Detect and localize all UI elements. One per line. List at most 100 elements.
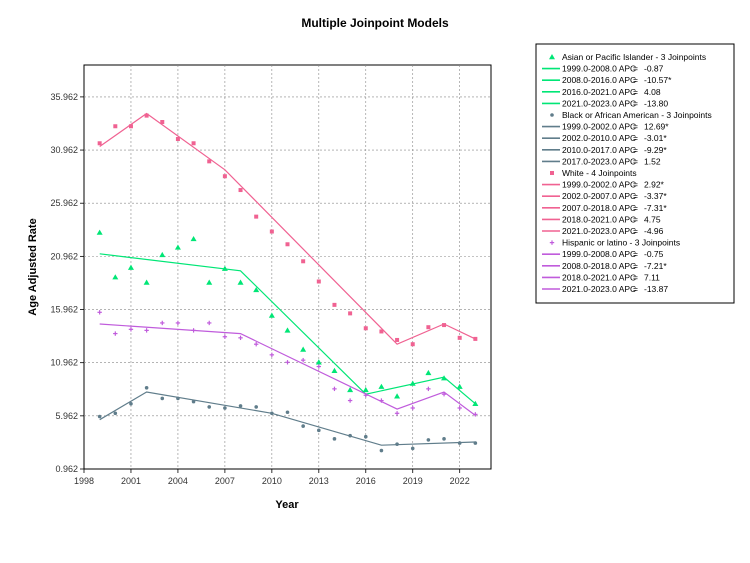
series-2-point: [379, 329, 384, 334]
series-2-point: [175, 137, 180, 142]
legend-apc-value-3-1: -7.21*: [644, 261, 667, 271]
series-0-point: [253, 286, 260, 293]
series-0-point: [331, 367, 338, 373]
series-2-point: [238, 188, 243, 193]
series-0-point: [347, 386, 354, 393]
legend-segment-0-3: 2021.0-2023.0 APC: [562, 98, 636, 108]
legend-apc-eq-3-2: =: [633, 272, 638, 282]
legend-segment-2-0: 1999.0-2002.0 APC: [562, 180, 636, 190]
series-1-point: [348, 433, 352, 438]
series-2-point: [316, 279, 321, 284]
series-2-point: [285, 242, 290, 247]
legend-apc-value-3-3: -13.87: [644, 284, 668, 294]
series-2-point: [395, 337, 400, 342]
series-3-point: [191, 328, 196, 333]
series-3-point: [238, 335, 243, 341]
chart-title: Multiple Joinpoint Models: [301, 16, 449, 30]
series-1-point: [426, 438, 431, 442]
series-2-point: [301, 259, 306, 264]
legend-segment-3-0: 1999.0-2008.0 APC: [562, 249, 636, 259]
series-0-point: [237, 279, 244, 285]
series-3-point: [253, 342, 259, 347]
legend-series-name-2: White - 4 Joinpoints: [562, 168, 637, 178]
legend-apc-value-0-0: -0.87: [644, 64, 664, 74]
legend-segment-3-3: 2021.0-2023.0 APC: [562, 284, 636, 294]
series-3-point: [379, 398, 384, 403]
series-0-point: [143, 279, 150, 285]
y-tick-label: 35.962: [50, 92, 78, 102]
legend-apc-value-0-1: -10.57*: [644, 75, 672, 85]
series-2-point: [363, 326, 368, 331]
series-1-point: [317, 428, 321, 433]
series-3-point: [160, 320, 165, 326]
series-1-point: [285, 410, 290, 415]
legend-segment-3-2: 2018.0-2021.0 APC: [562, 272, 636, 282]
y-tick-label: 10.962: [50, 358, 78, 368]
series-2-point: [222, 174, 227, 179]
series-1-point: [97, 414, 102, 419]
legend-apc-eq-2-3: =: [633, 214, 638, 224]
observed-markers: [96, 113, 479, 453]
legend-apc-value-0-2: 4.08: [644, 87, 661, 97]
legend-apc-value-1-0: 12.69*: [644, 122, 669, 132]
series-1-point: [379, 448, 384, 453]
series-3-point: [269, 352, 275, 358]
series-2-point: [128, 124, 133, 129]
legend-apc-eq-3-0: =: [633, 249, 638, 259]
series-1-point: [457, 441, 462, 445]
legend-apc-eq-1-0: =: [633, 122, 638, 132]
series-3-point: [113, 331, 118, 336]
series-0-point: [190, 235, 197, 242]
series-1-point: [223, 406, 227, 410]
series-2-fitted-line: [99, 112, 476, 345]
series-2-point: [442, 323, 447, 328]
x-tick-label: 2016: [356, 476, 376, 486]
x-tick-label: 2010: [262, 476, 282, 486]
series-1-point: [207, 405, 212, 409]
series-0-point: [174, 244, 181, 250]
axis-ticks: 0.962 5.962 10.962 15.962 20.962 25.962 30.962…: [50, 92, 469, 486]
legend-apc-eq-1-3: =: [633, 156, 638, 166]
series-0-point: [96, 229, 103, 235]
series-2-point: [348, 311, 353, 316]
series-0-point: [472, 400, 479, 406]
series-0-point: [394, 393, 401, 399]
legend-series-name-1: Black or African American - 3 Joinpoints: [562, 110, 712, 120]
series-3-point: [473, 412, 478, 417]
series-3-point: [285, 360, 290, 365]
x-tick-label: 2022: [450, 476, 470, 486]
legend-apc-eq-0-2: =: [633, 87, 638, 97]
series-1-point: [238, 404, 243, 408]
legend-segment-1-3: 2017.0-2023.0 APC: [562, 156, 636, 166]
series-3-point: [441, 391, 447, 397]
legend-apc-value-2-0: 2.92*: [644, 180, 665, 190]
series-2-point: [160, 120, 165, 125]
legend-apc-eq-2-1: =: [633, 191, 638, 201]
series-1-point: [144, 385, 149, 390]
legend-segment-2-4: 2021.0-2023.0 APC: [562, 226, 636, 236]
x-tick-label: 2007: [215, 476, 235, 486]
grid: [84, 65, 491, 469]
series-0-point: [315, 359, 322, 365]
series-0-point: [378, 383, 385, 389]
y-axis-label: Age Adjusted Rate: [27, 218, 39, 315]
legend-apc-value-3-0: -0.75: [644, 249, 664, 259]
legend-marker-3: [549, 240, 555, 245]
legend-apc-eq-1-2: =: [633, 145, 638, 155]
legend-apc-value-1-2: -9.29*: [644, 145, 667, 155]
x-tick-label: 2013: [309, 476, 329, 486]
series-0-point: [112, 274, 119, 280]
series-2-point: [473, 336, 478, 341]
legend-apc-eq-1-1: =: [633, 133, 638, 143]
series-1-point: [363, 434, 368, 439]
x-axis-label: Year: [275, 499, 299, 511]
legend-series-name-0: Asian or Pacific Islander - 3 Joinpoints: [562, 52, 706, 62]
legend-apc-value-1-1: -3.01*: [644, 133, 667, 143]
x-tick-label: 2001: [121, 476, 141, 486]
series-1-point: [129, 401, 133, 406]
legend-apc-value-1-3: 1.52: [644, 156, 661, 166]
series-3-point: [97, 310, 102, 315]
series-0-point: [456, 383, 463, 389]
legend-apc-eq-2-4: =: [633, 226, 638, 236]
series-2-point: [410, 342, 415, 347]
